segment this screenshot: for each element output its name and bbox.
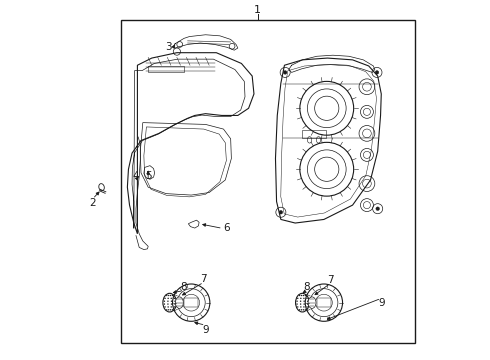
Circle shape	[305, 309, 306, 311]
Circle shape	[300, 306, 301, 308]
Circle shape	[300, 301, 301, 302]
Circle shape	[299, 295, 300, 296]
Circle shape	[167, 301, 169, 302]
Circle shape	[296, 301, 298, 302]
Circle shape	[170, 295, 172, 296]
Circle shape	[303, 295, 304, 296]
Text: 4: 4	[132, 171, 139, 181]
Circle shape	[299, 309, 300, 311]
Circle shape	[164, 303, 165, 305]
Text: 8: 8	[303, 282, 310, 292]
Circle shape	[173, 298, 175, 299]
Circle shape	[164, 298, 166, 299]
Circle shape	[174, 303, 176, 305]
Bar	[184, 298, 198, 307]
Text: 9: 9	[202, 325, 209, 334]
Text: 8: 8	[181, 282, 187, 292]
Circle shape	[171, 306, 172, 308]
Circle shape	[305, 295, 306, 296]
Circle shape	[174, 301, 176, 302]
Text: 6: 6	[223, 224, 230, 233]
Circle shape	[301, 309, 302, 311]
Circle shape	[301, 295, 302, 296]
Circle shape	[171, 301, 172, 302]
Bar	[122, 21, 416, 343]
Bar	[302, 130, 326, 138]
Circle shape	[303, 306, 305, 308]
Circle shape	[297, 306, 298, 308]
Circle shape	[300, 303, 301, 305]
Ellipse shape	[175, 297, 183, 309]
Text: 7: 7	[327, 275, 334, 285]
Circle shape	[168, 298, 169, 299]
Circle shape	[307, 301, 308, 302]
Circle shape	[303, 309, 304, 311]
Bar	[317, 298, 331, 307]
Circle shape	[303, 298, 305, 299]
Circle shape	[172, 309, 173, 311]
Circle shape	[166, 295, 168, 296]
Text: 3: 3	[165, 42, 172, 52]
Ellipse shape	[308, 297, 316, 309]
Circle shape	[297, 298, 298, 299]
Circle shape	[170, 309, 172, 311]
Bar	[148, 66, 184, 72]
Circle shape	[376, 207, 379, 211]
Circle shape	[296, 303, 298, 305]
Circle shape	[166, 309, 168, 311]
Circle shape	[303, 301, 305, 302]
Circle shape	[303, 303, 305, 305]
Circle shape	[283, 71, 287, 74]
Text: 2: 2	[89, 198, 96, 208]
Text: 9: 9	[378, 298, 385, 308]
Circle shape	[375, 71, 379, 74]
Circle shape	[168, 309, 170, 311]
Circle shape	[171, 303, 172, 305]
Circle shape	[306, 298, 308, 299]
Circle shape	[172, 295, 173, 296]
Text: 7: 7	[200, 274, 207, 284]
Circle shape	[168, 295, 170, 296]
Circle shape	[300, 298, 301, 299]
Text: 1: 1	[254, 5, 261, 15]
Circle shape	[164, 301, 165, 302]
Circle shape	[168, 306, 169, 308]
Circle shape	[171, 298, 172, 299]
Circle shape	[307, 303, 308, 305]
Text: 5: 5	[145, 171, 151, 181]
Circle shape	[167, 303, 169, 305]
Circle shape	[164, 306, 166, 308]
Circle shape	[279, 211, 283, 214]
Circle shape	[306, 306, 308, 308]
Circle shape	[173, 306, 175, 308]
